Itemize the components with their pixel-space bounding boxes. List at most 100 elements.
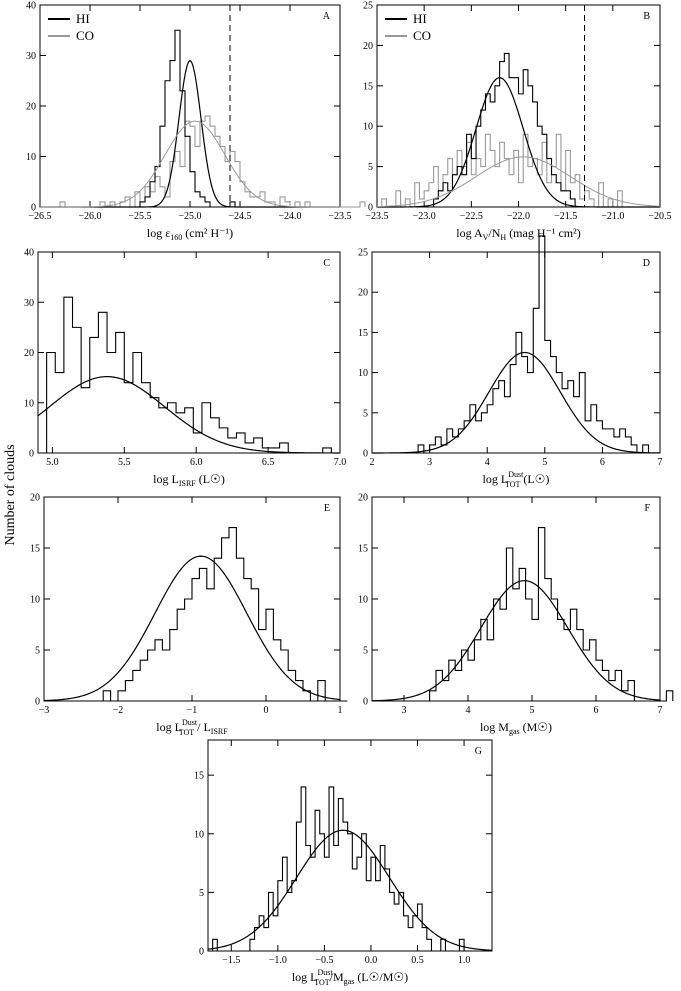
histogram-bar: [220, 146, 225, 207]
histogram-bar: [519, 94, 524, 207]
histogram-bar: [165, 197, 170, 207]
histogram-bar: [159, 408, 168, 453]
histogram-bar: [385, 869, 390, 951]
gaussian-fit-fit: [371, 580, 661, 702]
x-tick-label: 7: [658, 705, 663, 716]
x-axis-title: log LDust TOT / LISRF: [156, 718, 228, 737]
histogram-bar: [532, 619, 538, 701]
histogram-bar: [602, 670, 608, 701]
histogram-bar: [251, 589, 258, 701]
x-axis-title-main: log ε: [147, 226, 170, 240]
histogram-bar: [371, 857, 376, 951]
y-tick-label: 5: [363, 408, 368, 419]
x-tick-label: −26.0: [78, 211, 101, 222]
y-tick-label: 20: [358, 288, 368, 299]
histogram-bar: [590, 640, 596, 701]
x-axis-title-sub2: ISRF: [211, 727, 228, 736]
histogram-bar: [538, 528, 544, 701]
histogram-bar: [262, 448, 271, 453]
histogram-bar: [516, 332, 522, 453]
panel-letter: B: [643, 11, 650, 22]
y-tick-label: 20: [363, 41, 373, 52]
histogram-bar: [296, 681, 303, 701]
panel-letter: A: [323, 11, 331, 22]
histogram-bar: [60, 202, 65, 207]
gaussian-fit-fit: [43, 555, 341, 702]
panel-letter: F: [644, 503, 650, 514]
x-tick-label: 1: [338, 705, 343, 716]
histogram-bar: [591, 405, 597, 453]
histogram-bar: [259, 630, 266, 701]
x-tick-label: −21.0: [601, 211, 624, 222]
histogram-bar: [429, 183, 434, 207]
histogram-bar: [500, 62, 505, 207]
histogram-bar: [205, 202, 210, 207]
histogram-bar: [504, 397, 510, 453]
histogram-bar: [73, 327, 82, 453]
histogram-bar: [468, 660, 474, 701]
histogram-bar: [269, 892, 274, 951]
histogram-bar: [522, 357, 528, 453]
histogram-bar: [140, 202, 145, 207]
y-tick-label: 0: [363, 449, 368, 460]
y-tick-label: 30: [26, 51, 36, 62]
y-axis-title: Number of clouds: [3, 444, 18, 545]
x-tick-label: −25.5: [128, 211, 151, 222]
histogram-bar: [493, 389, 499, 453]
panel-a: −26.5 −26.0 −25.5 −25.0 −24.5 −24.0 −23.5 0 10 20…: [26, 1, 366, 242]
gaussian-fit-co: [376, 156, 661, 208]
histogram-bar: [273, 916, 278, 951]
histogram-bar: [273, 640, 280, 701]
histogram-bar: [235, 162, 240, 207]
histogram-bar: [399, 892, 404, 951]
y-tick-label: 0: [199, 947, 204, 958]
histogram-bar: [160, 126, 165, 207]
histogram-bar: [315, 810, 320, 951]
histogram-bar: [236, 433, 245, 453]
histogram-bar: [499, 381, 505, 453]
x-tick-label: −0.5: [315, 955, 333, 966]
histogram-hi: [433, 52, 585, 208]
histogram-clouds: [212, 786, 465, 952]
histogram-bar: [380, 846, 385, 952]
x-tick-label: 5.5: [118, 457, 131, 468]
histogram-bar: [589, 199, 594, 207]
y-tick-label: 15: [30, 544, 40, 555]
x-tick-label: 4: [466, 705, 471, 716]
histogram-bar: [207, 589, 214, 701]
histogram-bar: [125, 681, 132, 701]
x-axis-title-rest: (cm² H⁻¹): [182, 226, 233, 240]
x-axis-title: log LDust TOT (L☉): [483, 470, 550, 489]
histogram-bar: [474, 640, 480, 701]
histogram-bar: [245, 192, 250, 207]
x-axis-title-rest: / L: [194, 720, 211, 734]
histogram-bar: [259, 916, 264, 951]
plot-frame: [37, 251, 341, 454]
x-axis-title-rest: /M: [330, 970, 344, 984]
histogram-bar: [280, 443, 289, 453]
histogram-bar: [441, 939, 446, 951]
histogram-bar: [552, 167, 557, 207]
x-tick-label: 6.0: [190, 457, 203, 468]
legend-label-hi: HI: [413, 11, 427, 26]
histogram-bar: [155, 177, 160, 207]
y-tick-label: 10: [358, 368, 368, 379]
histogram-bar: [539, 236, 545, 453]
panel-b: −23.5 −23.0 −22.5 −22.0 −21.5 −21.0 −20.5 0 5 10 1…: [363, 1, 672, 243]
histogram-bar: [500, 609, 506, 701]
histogram-bar: [64, 297, 73, 453]
x-tick-label: 7.0: [334, 457, 347, 468]
x-tick-label: 5: [542, 457, 547, 468]
x-axis-title-main: log M: [480, 720, 509, 734]
histogram-bar: [614, 437, 620, 453]
histogram-bar: [145, 197, 150, 207]
histogram-bar: [438, 191, 443, 207]
y-tick-label: 0: [363, 697, 368, 708]
histogram-bar: [436, 670, 442, 701]
histogram-bar: [602, 429, 608, 453]
gaussian-fit-hi: [40, 59, 340, 208]
histogram-bar: [148, 650, 155, 701]
y-tick-label: 15: [363, 81, 373, 92]
